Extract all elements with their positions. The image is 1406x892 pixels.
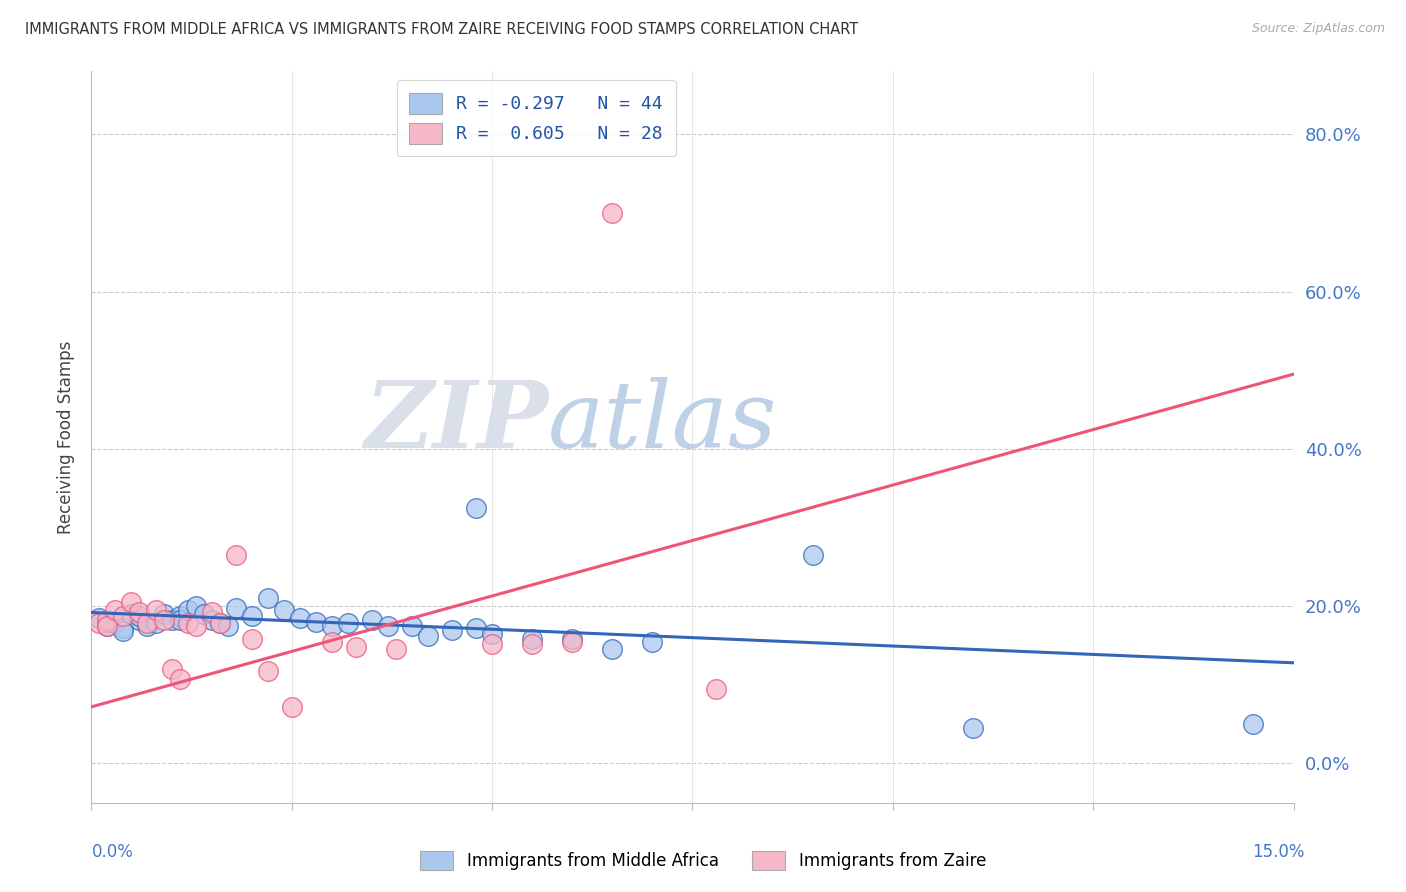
Point xyxy=(281,699,304,714)
Point xyxy=(801,548,824,562)
Point xyxy=(152,607,174,621)
Point xyxy=(104,603,127,617)
Text: Source: ZipAtlas.com: Source: ZipAtlas.com xyxy=(1251,22,1385,36)
Point xyxy=(169,608,191,623)
Point xyxy=(561,632,583,647)
Point xyxy=(641,634,664,648)
Point xyxy=(104,616,127,631)
Point xyxy=(256,664,278,678)
Point xyxy=(401,619,423,633)
Point xyxy=(121,607,143,621)
Point xyxy=(96,619,118,633)
Point xyxy=(256,591,278,606)
Point xyxy=(240,608,263,623)
Text: 0.0%: 0.0% xyxy=(91,843,134,861)
Point xyxy=(240,632,263,647)
Point xyxy=(602,642,624,657)
Point xyxy=(416,629,439,643)
Point xyxy=(225,600,247,615)
Point xyxy=(385,642,408,657)
Point xyxy=(160,613,183,627)
Point xyxy=(176,616,198,631)
Point xyxy=(112,621,135,635)
Point xyxy=(128,613,150,627)
Point xyxy=(152,613,174,627)
Point xyxy=(96,613,118,627)
Point xyxy=(128,608,150,623)
Point xyxy=(121,595,143,609)
Point xyxy=(201,613,224,627)
Point xyxy=(112,608,135,623)
Y-axis label: Receiving Food Stamps: Receiving Food Stamps xyxy=(58,341,76,533)
Point xyxy=(136,619,159,633)
Point xyxy=(305,615,328,629)
Legend: R = -0.297   N = 44, R =  0.605   N = 28: R = -0.297 N = 44, R = 0.605 N = 28 xyxy=(396,80,676,156)
Point xyxy=(217,619,239,633)
Point xyxy=(465,621,488,635)
Point xyxy=(145,603,167,617)
Point xyxy=(184,599,207,614)
Point xyxy=(201,606,224,620)
Point xyxy=(321,634,343,648)
Text: ZIP: ZIP xyxy=(364,377,548,467)
Point xyxy=(225,548,247,562)
Legend: Immigrants from Middle Africa, Immigrants from Zaire: Immigrants from Middle Africa, Immigrant… xyxy=(413,844,993,877)
Point xyxy=(344,640,367,654)
Text: 15.0%: 15.0% xyxy=(1253,843,1305,861)
Point xyxy=(160,662,183,676)
Point xyxy=(360,613,382,627)
Point xyxy=(481,637,503,651)
Point xyxy=(602,206,624,220)
Point xyxy=(561,634,583,648)
Point xyxy=(169,613,191,627)
Point xyxy=(136,616,159,631)
Point xyxy=(128,606,150,620)
Point xyxy=(208,616,231,631)
Point xyxy=(440,623,463,637)
Point xyxy=(321,619,343,633)
Text: atlas: atlas xyxy=(548,377,778,467)
Point xyxy=(522,632,544,647)
Point xyxy=(193,607,215,621)
Point xyxy=(169,672,191,686)
Point xyxy=(522,637,544,651)
Text: IMMIGRANTS FROM MIDDLE AFRICA VS IMMIGRANTS FROM ZAIRE RECEIVING FOOD STAMPS COR: IMMIGRANTS FROM MIDDLE AFRICA VS IMMIGRA… xyxy=(25,22,859,37)
Point xyxy=(89,616,111,631)
Point xyxy=(288,611,311,625)
Point xyxy=(96,619,118,633)
Point xyxy=(962,721,984,735)
Point xyxy=(184,619,207,633)
Point xyxy=(208,616,231,631)
Point xyxy=(89,611,111,625)
Point xyxy=(336,616,359,631)
Point xyxy=(706,681,728,696)
Point xyxy=(112,624,135,639)
Point xyxy=(1243,717,1265,731)
Point xyxy=(377,619,399,633)
Point xyxy=(273,603,295,617)
Point xyxy=(465,500,488,515)
Point xyxy=(145,616,167,631)
Point xyxy=(481,626,503,640)
Point xyxy=(176,603,198,617)
Point xyxy=(96,615,118,629)
